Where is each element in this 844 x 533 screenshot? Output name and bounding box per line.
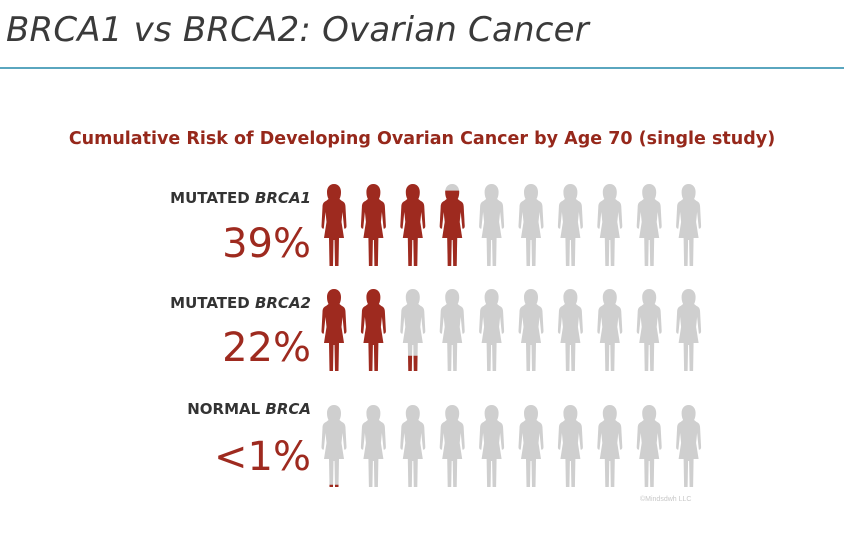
- copyright-credit: ©Mindsdwh LLC: [640, 496, 692, 503]
- row-label-prefix: MUTATED: [170, 189, 255, 207]
- chart-title: Cumulative Risk of Developing Ovarian Ca…: [68, 129, 776, 149]
- woman-figure-icon: [400, 405, 426, 487]
- woman-figure-icon: [597, 184, 623, 266]
- figure-row-brca1: [321, 184, 702, 266]
- woman-figure-icon: [636, 405, 662, 487]
- woman-figure-icon: [400, 289, 426, 371]
- woman-figure-icon: [360, 289, 386, 371]
- row-label-gene: BRCA: [265, 400, 311, 418]
- woman-figure-icon: [439, 405, 465, 487]
- slide-title: BRCA1 vs BRCA2: Ovarian Cancer: [6, 10, 589, 50]
- woman-figure-icon: [636, 289, 662, 371]
- woman-figure-icon: [518, 289, 544, 371]
- woman-figure-icon: [676, 405, 702, 487]
- row-value-brca2: 22%: [222, 325, 311, 371]
- woman-figure-icon: [321, 184, 347, 266]
- woman-figure-icon: [557, 184, 583, 266]
- row-label-brca1: MUTATED BRCA1: [170, 189, 311, 207]
- woman-figure-icon: [676, 289, 702, 371]
- woman-figure-icon: [360, 184, 386, 266]
- woman-figure-icon: [439, 289, 465, 371]
- woman-figure-icon: [636, 184, 662, 266]
- woman-figure-icon: [479, 405, 505, 487]
- row-label-normal: NORMAL BRCA: [187, 400, 311, 418]
- figure-row-brca2: [321, 289, 702, 371]
- woman-figure-icon: [400, 184, 426, 266]
- row-label-prefix: NORMAL: [187, 400, 266, 418]
- row-value-brca1: 39%: [222, 221, 311, 267]
- woman-figure-icon: [676, 184, 702, 266]
- woman-figure-icon: [479, 184, 505, 266]
- woman-figure-icon: [518, 184, 544, 266]
- row-label-prefix: MUTATED: [170, 294, 255, 312]
- woman-figure-icon: [439, 184, 465, 266]
- woman-figure-icon: [479, 289, 505, 371]
- woman-figure-icon: [557, 405, 583, 487]
- figure-row-normal: [321, 405, 702, 487]
- woman-figure-icon: [321, 405, 347, 487]
- row-label-gene: BRCA2: [254, 294, 311, 312]
- title-divider: [0, 67, 844, 69]
- woman-figure-icon: [557, 289, 583, 371]
- row-label-gene: BRCA1: [254, 189, 311, 207]
- row-value-normal: <1%: [214, 434, 311, 480]
- row-label-brca2: MUTATED BRCA2: [170, 294, 311, 312]
- woman-figure-icon: [518, 405, 544, 487]
- woman-figure-icon: [597, 405, 623, 487]
- woman-figure-icon: [360, 405, 386, 487]
- woman-figure-icon: [321, 289, 347, 371]
- woman-figure-icon: [597, 289, 623, 371]
